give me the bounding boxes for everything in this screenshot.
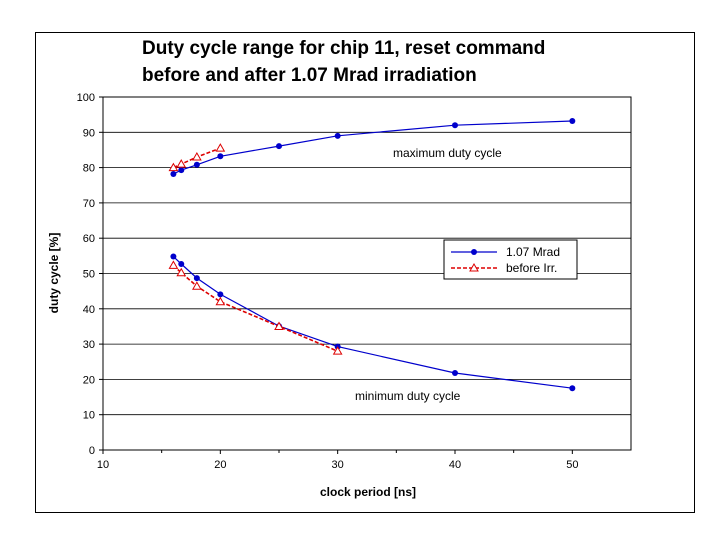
y-axis-label: duty cycle [%] [47,233,61,314]
y-tick-label: 0 [89,445,95,457]
series-2-point [168,260,179,269]
series-1-point [569,118,576,125]
series-1-point [170,253,177,260]
chart-frame [35,32,695,513]
series-1-line-1 [173,120,573,175]
series-1-point [217,291,224,298]
y-tick-label: 40 [83,304,95,316]
series-1-point [178,167,185,174]
legend-marker-series-1 [471,249,477,255]
y-tick-label: 100 [77,92,95,104]
legend-box [443,239,578,280]
series-2-point [215,296,226,306]
series-layer [168,118,576,392]
series-1-point [193,161,200,168]
series-1-point [452,122,458,129]
legend: 1.07 Mrad before Irr. [443,239,578,280]
series-1-point [193,275,200,282]
series-1-point [334,132,341,139]
series-1-point [178,260,185,267]
chart-title-line2: before and after 1.07 Mrad irradiation [142,65,477,86]
legend-marker-series-2 [469,262,479,272]
x-tick-label: 30 [332,459,344,471]
y-tick-label: 90 [83,127,95,139]
y-tick-label: 60 [83,233,95,245]
series-1-point [170,170,177,177]
y-tick-label: 80 [83,163,95,175]
series-2-line-1 [173,147,221,169]
chart-title-line1: Duty cycle range for chip 11, reset comm… [142,38,545,59]
series-2-point [332,346,343,355]
x-tick-label: 20 [214,459,226,471]
legend-label-series-2: before Irr. [506,261,557,275]
x-axis-label: clock period [ns] [320,485,416,499]
series-2-point [192,152,202,161]
x-tick-label: 10 [97,459,109,471]
x-tick-label: 50 [566,459,578,471]
series-2-point [176,159,187,168]
series-1-point [569,385,576,392]
series-2-point [215,143,226,152]
series-1-line-2 [172,256,573,389]
y-tick-label: 10 [83,410,95,422]
x-tick-label: 40 [449,459,461,471]
series-1-point [217,153,224,160]
min-duty-annotation: minimum duty cycle [355,389,461,403]
y-tick-label: 20 [83,374,95,386]
y-tick-label: 70 [83,198,95,210]
series-2-point [274,321,284,330]
series-1-point [276,143,282,150]
legend-label-series-1: 1.07 Mrad [506,245,560,259]
series-2-point [192,281,202,290]
series-1-point [452,370,458,377]
y-tick-label: 50 [83,269,95,281]
series-2-point [168,162,179,172]
series-2-point [176,267,187,277]
y-tick-label: 30 [83,339,95,351]
max-duty-annotation: maximum duty cycle [393,146,502,160]
